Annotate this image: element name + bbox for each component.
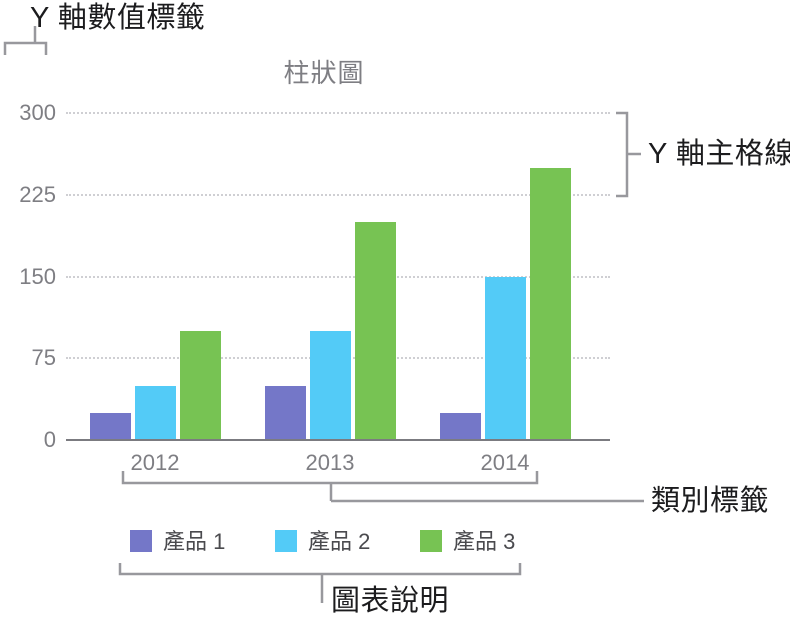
y-tick-label-75: 75 <box>31 345 56 371</box>
y-tick-label-225: 225 <box>19 181 56 207</box>
legend-bracket <box>118 563 522 603</box>
x-axis-line <box>66 439 610 441</box>
callout-category-labels: 類別標籤 <box>651 485 770 517</box>
bar-2013-series1 <box>264 385 306 440</box>
y-gridline-150 <box>66 275 610 278</box>
legend-swatch-series1 <box>130 530 152 552</box>
callout-y-axis-value-labels: Y 軸數值標籤 <box>30 2 206 34</box>
bar-2012-series2 <box>134 385 176 440</box>
category-label-2013: 2013 <box>305 450 355 475</box>
bar-2012-series1 <box>89 412 131 440</box>
chart-title: 柱狀圖 <box>283 58 365 88</box>
legend-label-series3: 產品 3 <box>453 529 516 554</box>
legend-swatch-series2 <box>275 530 297 552</box>
callout-chart-legend: 圖表說明 <box>331 585 450 617</box>
bar-2012-series3 <box>179 331 221 440</box>
category-labels-bracket <box>121 471 644 503</box>
bar-2013-series3 <box>354 222 396 440</box>
callout-y-axis-major-gridlines: Y 軸主格線 <box>648 138 790 170</box>
bar-2014-series1 <box>439 412 481 440</box>
y-axis-gridlines-bracket <box>616 111 641 198</box>
category-label-2014: 2014 <box>480 450 530 475</box>
bar-2014-series2 <box>484 276 526 440</box>
y-gridline-300 <box>66 112 610 114</box>
y-gridline-225 <box>66 193 610 196</box>
y-tick-label-150: 150 <box>19 263 56 289</box>
bar-2013-series2 <box>309 331 351 440</box>
bar-2014-series3 <box>529 167 571 440</box>
y-tick-label-300: 300 <box>19 100 56 125</box>
legend-label-series1: 產品 1 <box>163 529 226 554</box>
legend-label-series2: 產品 2 <box>308 529 371 554</box>
y-tick-label-0: 0 <box>43 427 56 452</box>
legend-swatch-series3 <box>420 530 442 552</box>
category-label-2012: 2012 <box>130 450 180 475</box>
